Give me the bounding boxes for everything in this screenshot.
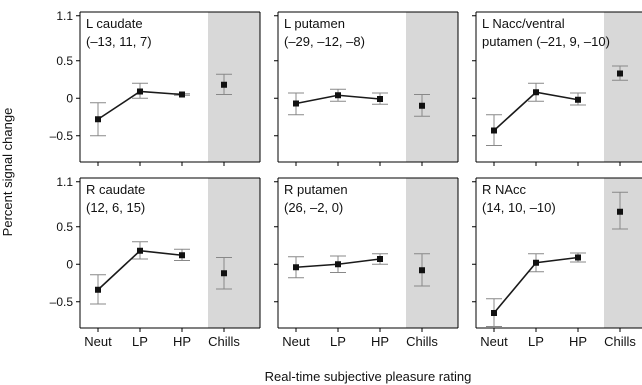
x-tick-label: LP	[132, 334, 148, 349]
data-point	[95, 116, 101, 123]
panel-4: 1.1 0.5 0 –0.5 Neut LP HP Chills R caudate (12, 6…	[50, 175, 261, 349]
y-tick-label: 0	[66, 91, 73, 105]
chills-band	[604, 178, 642, 328]
panel-subtitle: (–13, 11, 7)	[86, 34, 152, 49]
data-point	[179, 252, 185, 259]
x-tick-label: LP	[528, 334, 544, 349]
x-tick-label: Chills	[208, 334, 240, 349]
panel-title: L Nacc/ventral	[482, 16, 565, 31]
data-point	[137, 88, 143, 95]
data-point	[335, 261, 341, 268]
x-tick-label: HP	[569, 334, 587, 349]
panel-6: Neut LP HP Chills R NAcc (14, 10, –10)	[472, 177, 642, 349]
x-tick-label: Neut	[480, 334, 508, 349]
y-tick-label: –0.5	[50, 129, 74, 143]
panels: 1.1 0.5 0 –0.5 L caudate (–13, 11, 7) L putame…	[50, 9, 642, 349]
data-point	[335, 92, 341, 99]
y-tick-label: 0	[66, 257, 73, 271]
data-point	[419, 267, 425, 274]
data-point	[293, 100, 299, 107]
panel-title: R NAcc	[482, 182, 527, 197]
x-tick-label: Chills	[406, 334, 438, 349]
x-tick-label: Chills	[604, 334, 636, 349]
y-tick-label: 1.1	[56, 175, 73, 189]
data-point	[533, 89, 539, 96]
y-tick-label: 1.1	[56, 9, 73, 23]
panel-title: L putamen	[284, 16, 345, 31]
panel-title: L caudate	[86, 16, 143, 31]
panel-1: 1.1 0.5 0 –0.5 L caudate (–13, 11, 7)	[50, 9, 261, 166]
chills-band	[406, 12, 458, 162]
x-tick-label: LP	[330, 334, 346, 349]
x-tick-label: HP	[371, 334, 389, 349]
chills-band	[406, 178, 458, 328]
panel-subtitle: putamen (–21, 9, –10)	[482, 34, 610, 49]
chills-band	[208, 12, 260, 162]
y-axis-label: Percent signal change	[0, 108, 15, 237]
x-axis-label: Real-time subjective pleasure rating	[265, 369, 472, 384]
data-point	[137, 247, 143, 254]
panel-subtitle: (26, –2, 0)	[284, 200, 343, 215]
data-point	[575, 96, 581, 103]
chills-band	[208, 178, 260, 328]
data-point	[179, 91, 185, 98]
y-tick-label: 0.5	[56, 220, 73, 234]
data-point	[221, 81, 227, 88]
data-point	[95, 286, 101, 293]
panel-title: R caudate	[86, 182, 145, 197]
data-point	[221, 270, 227, 277]
panel-subtitle: (12, 6, 15)	[86, 200, 145, 215]
panel-2: L putamen (–29, –12, –8)	[274, 11, 459, 166]
y-tick-label: –0.5	[50, 295, 74, 309]
panel-3: L Nacc/ventral putamen (–21, 9, –10)	[472, 11, 642, 166]
panel-title: R putamen	[284, 182, 348, 197]
panel-subtitle: (14, 10, –10)	[482, 200, 556, 215]
x-tick-label: Neut	[84, 334, 112, 349]
x-tick-label: Neut	[282, 334, 310, 349]
x-tick-label: HP	[173, 334, 191, 349]
data-point	[419, 102, 425, 109]
data-point	[293, 264, 299, 271]
data-point	[377, 96, 383, 102]
data-point	[533, 259, 539, 266]
y-tick-label: 0.5	[56, 54, 73, 68]
panel-subtitle: (–29, –12, –8)	[284, 34, 365, 49]
chills-band	[604, 12, 642, 162]
data-point	[491, 310, 497, 316]
data-point	[617, 70, 623, 77]
data-point	[491, 127, 497, 134]
data-point	[377, 256, 383, 262]
data-point	[575, 254, 581, 261]
data-point	[617, 208, 623, 215]
panel-5: Neut LP HP Chills R putamen (26, –2, 0)	[274, 177, 459, 349]
